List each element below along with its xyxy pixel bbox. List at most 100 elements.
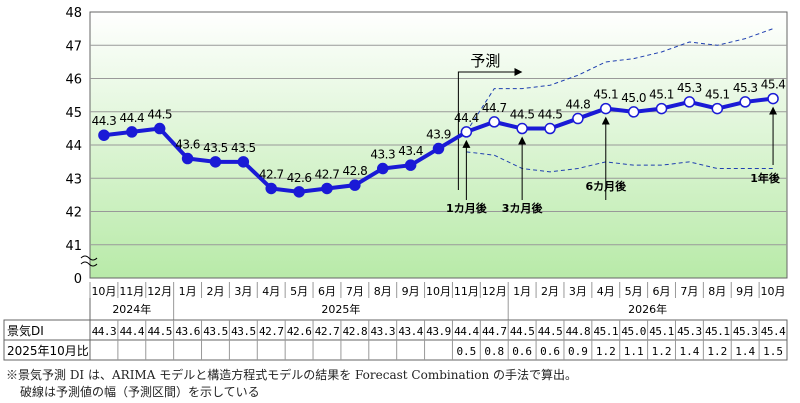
month-label: 5月: [625, 285, 643, 298]
table-cell: 43.5: [203, 325, 228, 338]
table-cell: 44.8: [566, 325, 591, 338]
data-point: [432, 142, 445, 155]
data-point: [404, 159, 417, 171]
data-point: [572, 112, 584, 125]
table-cell: 45.3: [733, 325, 758, 338]
table-row-label: 景気DI: [7, 323, 44, 338]
data-point: [181, 152, 194, 165]
data-label: 45.1: [593, 88, 618, 102]
data-point: [293, 186, 305, 198]
data-point: [265, 182, 277, 195]
y-tick-label: 42: [65, 206, 82, 221]
data-point: [655, 102, 668, 115]
data-point: [460, 126, 473, 138]
table-cell: 0.9: [568, 345, 588, 358]
forecast-arrow: [457, 68, 523, 190]
table-cell: 1.1: [624, 345, 644, 358]
month-label: 8月: [708, 285, 726, 298]
table-cell: 45.1: [649, 325, 674, 338]
table-cell: 42.7: [259, 325, 284, 338]
y-tick-label: 45: [65, 106, 82, 121]
annotation-label: 1カ月後: [446, 201, 488, 215]
data-label: 44.3: [92, 114, 117, 128]
table-cell: 45.1: [705, 325, 730, 338]
table-cell: 43.5: [231, 325, 256, 338]
data-label: 45.3: [677, 81, 702, 95]
data-label: 43.5: [231, 141, 256, 155]
month-label: 3月: [234, 285, 252, 298]
data-label: 45.1: [705, 88, 730, 102]
table-cell: 0.8: [484, 345, 504, 358]
month-label: 4月: [597, 285, 615, 298]
month-label: 6月: [653, 285, 671, 298]
data-point: [209, 156, 222, 168]
table-cell: 43.3: [370, 325, 395, 338]
month-label: 1月: [513, 285, 531, 298]
data-label: 44.4: [454, 111, 479, 125]
footnote-2: 破線は予測値の幅（予測区間）を示している: [20, 385, 260, 399]
y-tick-label: 43: [65, 172, 82, 187]
table-cell: 43.9: [426, 325, 451, 338]
month-label: 7月: [680, 285, 698, 298]
data-label: 44.4: [119, 111, 144, 125]
y-tick-label: 46: [65, 73, 82, 88]
forecast-label: 予測: [470, 52, 500, 70]
table-cell: 42.6: [287, 325, 312, 338]
interval-upper-line: [465, 28, 774, 133]
data-label: 43.9: [426, 128, 451, 142]
data-point: [237, 156, 250, 168]
data-label: 45.3: [733, 81, 758, 95]
table-cell: 42.8: [343, 325, 368, 338]
table-cell: 43.4: [398, 325, 423, 338]
table-cell: 45.1: [594, 325, 619, 338]
data-label: 42.7: [259, 167, 284, 181]
data-label: 44.5: [538, 108, 563, 122]
month-label: 5月: [290, 285, 308, 298]
data-label: 45.4: [761, 78, 786, 92]
data-label: 45.1: [649, 88, 674, 102]
table-cell: 44.4: [120, 325, 145, 338]
data-point: [98, 129, 110, 141]
y-tick-label: 47: [65, 39, 82, 54]
footnote-1: ※景気予測 DI は、ARIMA モデルと構造方程式モデルの結果を Foreca…: [6, 368, 578, 382]
y-tick-label: 41: [65, 239, 82, 254]
month-label: 7月: [346, 285, 364, 298]
month-label: 1月: [179, 285, 197, 298]
table-row-label: 2025年10月比: [7, 344, 89, 358]
data-point: [321, 182, 333, 195]
data-label: 43.3: [370, 148, 395, 162]
data-point: [739, 96, 751, 108]
data-point: [488, 116, 501, 128]
data-point: [376, 162, 389, 175]
data-label: 43.4: [398, 144, 423, 158]
table-cell: 44.5: [538, 325, 563, 338]
month-label: 10月: [91, 285, 116, 298]
interval-lower-line: [466, 151, 774, 173]
y-tick-label: 44: [65, 139, 82, 154]
month-label: 8月: [374, 285, 392, 298]
data-point: [767, 92, 779, 105]
data-label: 42.8: [343, 164, 368, 178]
table-cell: 1.4: [679, 345, 699, 358]
data-point: [544, 122, 556, 135]
table-cell: 1.5: [763, 345, 783, 358]
table-cell: 1.2: [652, 345, 672, 358]
data-label: 43.6: [175, 138, 200, 152]
table-cell: 42.7: [315, 325, 340, 338]
table-cell: 1.4: [735, 345, 755, 358]
table-cell: 43.6: [175, 325, 200, 338]
month-label: 2月: [541, 285, 559, 298]
data-label: 45.0: [621, 91, 646, 105]
table-cell: 44.3: [92, 325, 117, 338]
data-point: [153, 122, 166, 135]
month-label: 12月: [147, 285, 172, 298]
year-label: 2026年: [628, 302, 667, 316]
table-cell: 1.2: [596, 345, 616, 358]
month-label: 2月: [206, 285, 224, 298]
axis-break-icon: [80, 255, 98, 267]
month-label: 4月: [262, 285, 280, 298]
y-tick-label: 48: [65, 6, 82, 21]
month-label: 9月: [402, 285, 420, 298]
data-label: 42.6: [287, 171, 312, 185]
table-cell: 45.4: [761, 325, 786, 338]
